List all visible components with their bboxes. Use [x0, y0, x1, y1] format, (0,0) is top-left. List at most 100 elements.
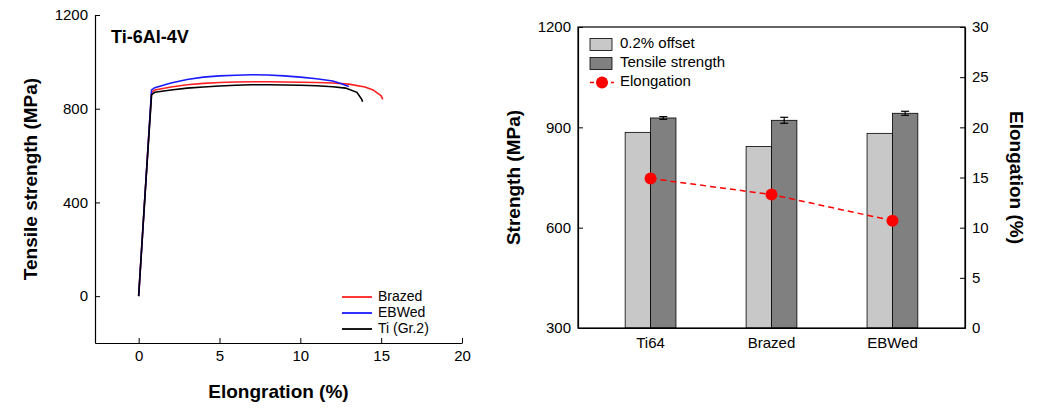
- tick-mark: [578, 228, 583, 229]
- tick-label: 25: [972, 68, 989, 85]
- legend-label: Elongation: [620, 72, 691, 89]
- tick: 900: [546, 119, 583, 136]
- axis-line: [579, 328, 966, 329]
- chart: 0510152004008001200Ti-6Al-4VElongration …: [20, 6, 471, 402]
- tick-label: 0: [135, 347, 143, 364]
- legend-swatch: [342, 312, 372, 314]
- tick-label: EBWed: [867, 334, 918, 351]
- tick-mark: [219, 338, 220, 343]
- series-line: [139, 82, 383, 296]
- tick-mark: [960, 328, 965, 329]
- tick-mark: [95, 296, 100, 297]
- error-cap: [780, 123, 788, 124]
- error-line: [905, 111, 906, 115]
- tick-label: 600: [546, 219, 571, 236]
- tick: 1200: [55, 6, 100, 23]
- tick-mark: [960, 27, 965, 28]
- legend-label: EBWed: [378, 304, 425, 320]
- marker: [766, 189, 778, 201]
- tick: 20: [454, 338, 471, 364]
- tick-mark: [960, 178, 965, 179]
- legend: 0.2% offsetTensile strengthElongation: [590, 34, 725, 89]
- axis-line: [578, 28, 579, 329]
- tick: Ti64: [636, 334, 665, 351]
- series-line: [139, 75, 349, 296]
- y-axis: 300 600 900 1200: [538, 18, 583, 336]
- tick-label: 30: [972, 18, 989, 35]
- tick-mark: [960, 77, 965, 78]
- tick-label: Brazed: [748, 334, 796, 351]
- tick: 0: [80, 287, 100, 304]
- error-cap: [780, 117, 788, 118]
- tick-mark: [960, 127, 965, 128]
- axis-line: [96, 343, 463, 344]
- bar: [772, 120, 797, 328]
- y2-axis: 051015202530: [960, 18, 989, 336]
- tick: 300: [546, 319, 583, 336]
- tick-mark: [95, 15, 100, 16]
- chart: Ti64BrazedEBWed3006009001200051015202530…: [503, 18, 1027, 350]
- legend-label: Ti (Gr.2): [378, 320, 429, 336]
- series-line: [139, 85, 363, 296]
- tick-label: 300: [546, 319, 571, 336]
- tick: 20: [960, 119, 989, 136]
- tick: 10: [960, 219, 989, 236]
- axis-line: [965, 28, 966, 329]
- legend-swatch: [590, 58, 612, 70]
- tick-mark: [578, 328, 583, 329]
- legend-swatch: [342, 328, 372, 330]
- x-axis: Ti64 Brazed EBWed: [579, 329, 966, 351]
- tick-label: 400: [63, 194, 88, 211]
- tick-mark: [960, 278, 965, 279]
- tick: 15: [960, 169, 989, 186]
- bar: [746, 146, 771, 328]
- tick-mark: [381, 338, 382, 343]
- legend-swatch: [342, 296, 372, 298]
- plot-area: [625, 111, 918, 328]
- y-axis: 0 400 800 1200: [55, 6, 100, 343]
- tick: 25: [960, 68, 989, 85]
- marker: [645, 173, 657, 185]
- legend-marker: [596, 77, 608, 89]
- error-bar: [780, 117, 788, 123]
- axis-title: Elongation (%): [1006, 111, 1027, 244]
- tick-label: 15: [373, 347, 390, 364]
- tick: Brazed: [748, 334, 796, 351]
- error-bar: [659, 117, 667, 120]
- tick: 0: [135, 338, 143, 364]
- plot-frame: [578, 27, 965, 328]
- series-line: [651, 179, 893, 221]
- plot-area: [139, 75, 383, 296]
- tick-mark: [960, 228, 965, 229]
- axis-title: Strength (MPa): [503, 110, 524, 245]
- tick-label: 1200: [538, 18, 571, 35]
- legend-label: Brazed: [378, 288, 422, 304]
- tick: 800: [63, 100, 100, 117]
- error-cap: [659, 116, 667, 117]
- figure: 0510152004008001200Ti-6Al-4VElongration …: [0, 0, 1044, 410]
- tick: 15: [373, 338, 390, 364]
- tick: 5: [216, 338, 224, 364]
- error-line: [784, 117, 785, 123]
- tick-mark: [578, 127, 583, 128]
- tick-label: 0: [972, 319, 980, 336]
- tick-label: 20: [972, 119, 989, 136]
- tick-mark: [300, 338, 301, 343]
- tick-label: 10: [972, 219, 989, 236]
- axis-line: [95, 16, 96, 344]
- tick: 1200: [538, 18, 583, 35]
- tick: 0: [960, 319, 980, 336]
- tick-label: 1200: [55, 6, 88, 23]
- tick-label: Ti64: [636, 334, 665, 351]
- error-cap: [901, 111, 909, 112]
- tick-mark: [95, 202, 100, 203]
- tick: 600: [546, 219, 583, 236]
- tick-mark: [95, 109, 100, 110]
- tick-label: 0: [80, 287, 88, 304]
- legend-label: 0.2% offset: [620, 34, 696, 51]
- tick: EBWed: [867, 334, 918, 351]
- legend-swatch: [590, 39, 612, 51]
- tick-label: 800: [63, 100, 88, 117]
- tick-mark: [578, 27, 583, 28]
- x-axis: 05101520: [96, 338, 471, 364]
